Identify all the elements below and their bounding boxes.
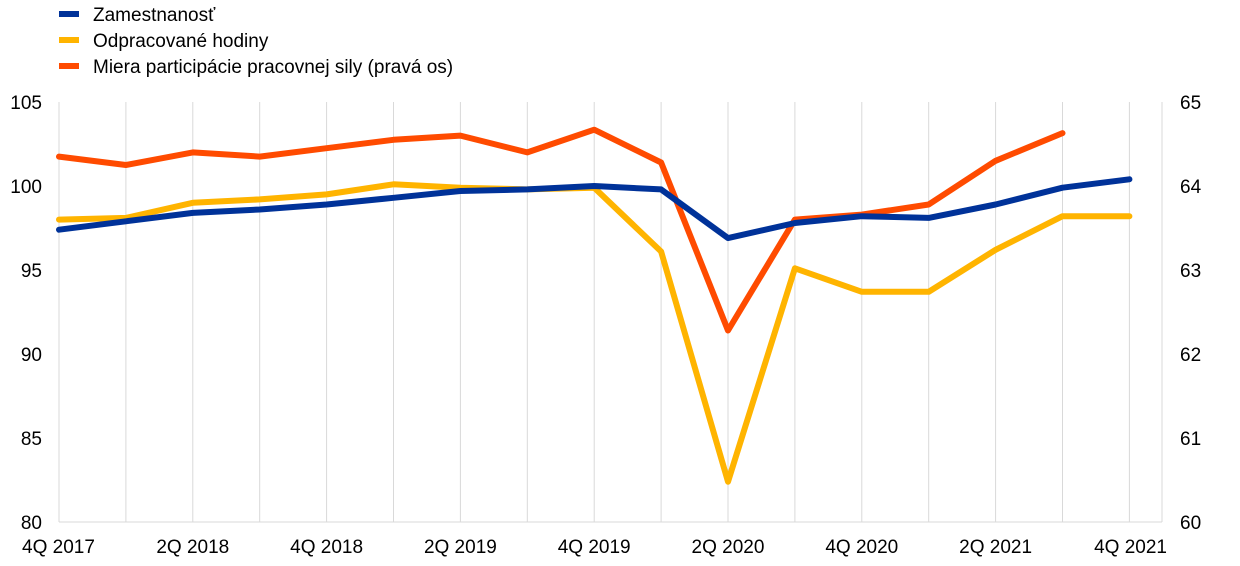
series-layer [56, 126, 1133, 485]
y-right-tick-label: 64 [1180, 177, 1202, 198]
y-left-tick-label: 80 [21, 513, 42, 534]
x-tick-label: 4Q 2018 [290, 537, 363, 558]
legend-label-0: Zamestnanosť [93, 5, 216, 26]
y-left-tick-label: 105 [10, 93, 42, 114]
legend-swatch-1 [59, 37, 79, 43]
x-tick-label: 2Q 2021 [959, 537, 1032, 558]
x-tick-label: 2Q 2020 [692, 537, 765, 558]
x-tick-label: 4Q 2017 [22, 537, 95, 558]
y-right-tick-label: 63 [1180, 261, 1201, 282]
y-right-tick-label: 60 [1180, 513, 1201, 534]
legend-swatch-2 [59, 63, 79, 69]
x-tick-label: 4Q 2020 [825, 537, 898, 558]
y-left-tick-label: 90 [21, 345, 42, 366]
y-left-tick-label: 85 [21, 429, 42, 450]
series-line-0 [56, 176, 1133, 242]
y-left-tick-label: 95 [21, 261, 42, 282]
x-tick-label: 4Q 2021 [1094, 537, 1167, 558]
x-tick-label: 4Q 2019 [558, 537, 631, 558]
y-right-tick-label: 62 [1180, 345, 1201, 366]
legend-label-1: Odpracované hodiny [93, 31, 269, 52]
y-left-tick-label: 100 [10, 177, 42, 198]
y-right-tick-label: 65 [1180, 93, 1201, 114]
legend: Zamestnanosť Odpracované hodiny Miera part… [59, 5, 453, 78]
y-right-tick-label: 61 [1180, 429, 1201, 450]
tick-labels: 80 85 90 95 100 105 60 61 62 63 64 65 4Q 2017 2Q 2018… [10, 93, 1201, 558]
legend-swatch-0 [59, 11, 79, 17]
axes [58, 102, 1163, 523]
grid-lines [58, 102, 1130, 522]
legend-label-2: Miera participácie pracovnej sily (pravá… [93, 57, 453, 78]
x-tick-label: 2Q 2019 [424, 537, 497, 558]
series-line-2 [56, 126, 1066, 334]
x-tick-label: 2Q 2018 [156, 537, 229, 558]
